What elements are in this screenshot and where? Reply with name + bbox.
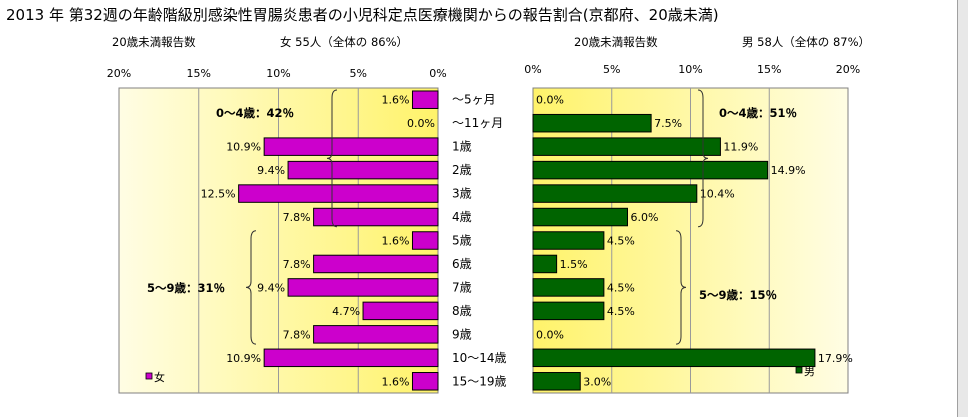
male-data-label: 6.0% <box>631 211 659 224</box>
female-bar <box>263 137 439 156</box>
male-bar <box>532 278 605 297</box>
male-x-tick: 20% <box>836 63 860 76</box>
male-bar <box>532 254 558 274</box>
category-label: 10～14歳 <box>452 351 507 365</box>
male-x-tick: 5% <box>603 63 620 76</box>
female-bar <box>411 90 439 109</box>
male-group-0-4-label: 0～4歳：51％ <box>719 106 797 120</box>
female-bar <box>263 348 439 368</box>
female-data-label: 12.5% <box>201 188 236 201</box>
female-x-tick: 0% <box>429 67 446 80</box>
male-data-label: 4.5% <box>607 235 635 248</box>
female-x-tick: 20% <box>107 67 131 80</box>
category-label: 9歳 <box>452 327 472 341</box>
male-bar <box>532 301 605 321</box>
category-label: 15～19歳 <box>452 374 507 388</box>
female-bar <box>411 231 439 250</box>
female-data-label: 4.7% <box>332 305 360 318</box>
female-data-label: 1.6% <box>382 375 410 388</box>
female-bar <box>313 207 439 227</box>
female-x-tick: 10% <box>266 67 290 80</box>
chart-title: 2013 年 第32週の年齢階級別感染性胃腸炎患者の小児科定点医療機関からの報告… <box>6 6 719 24</box>
male-bar <box>532 207 628 227</box>
male-subtitle-count: 男 58人（全体の 87%） <box>742 35 871 49</box>
female-subtitle-count: 女 55人（全体の 86%） <box>280 35 409 49</box>
female-bar <box>313 325 439 344</box>
male-data-label: 11.9% <box>723 141 758 154</box>
male-bar <box>532 113 652 133</box>
male-legend-label: 男 <box>804 365 815 378</box>
female-group-0-4-label: 0～4歳：42％ <box>216 106 294 120</box>
female-data-label: 7.8% <box>283 211 311 224</box>
window-edge <box>957 0 968 417</box>
female-group-5-9-label: 5～9歳：31％ <box>147 281 225 295</box>
female-bar <box>313 254 439 274</box>
male-subtitle-label: 20歳未満報告数 <box>574 35 658 49</box>
category-label: 5歳 <box>452 234 472 248</box>
male-bar <box>532 348 816 368</box>
female-legend-swatch <box>145 372 153 380</box>
male-legend-swatch <box>795 366 803 374</box>
category-label: 1歳 <box>452 140 472 154</box>
male-data-label: 14.9% <box>771 164 806 177</box>
category-label: 3歳 <box>452 187 472 201</box>
female-data-label: 1.6% <box>382 94 410 107</box>
male-brace-0-4 <box>697 89 709 228</box>
female-legend-label: 女 <box>154 370 165 384</box>
male-group-5-9-label: 5～9歳：15％ <box>699 288 777 302</box>
female-data-label: 0.0% <box>407 117 435 130</box>
male-data-label: 7.5% <box>654 117 682 130</box>
female-data-label: 7.8% <box>283 328 311 341</box>
group-annotations: 0～4歳：42％ 5～9歳：31％ 0～4歳：51％ 5～9歳：15％ <box>147 89 797 345</box>
female-subtitle-label: 20歳未満報告数 <box>112 35 196 49</box>
female-x-tick: 15% <box>187 67 211 80</box>
female-data-label: 10.9% <box>226 352 261 365</box>
category-labels: ～5ヶ月 ～11ヶ月 1歳 2歳 3歳 4歳 5歳 6歳 7歳 8歳 9歳 10～14歳 15～19歳 <box>452 93 507 389</box>
female-data-label: 9.4% <box>257 164 285 177</box>
male-data-label: 17.9% <box>818 352 853 365</box>
female-data-label: 7.8% <box>283 258 311 271</box>
male-x-tick: 15% <box>757 63 781 76</box>
category-label: ～5ヶ月 <box>452 93 496 107</box>
female-bar <box>362 301 439 321</box>
male-data-label: 1.5% <box>560 258 588 271</box>
male-bar <box>532 372 581 391</box>
male-data-label: 10.4% <box>700 188 735 201</box>
male-bar <box>532 184 698 203</box>
female-panel: 0% 5% 10% 15% 20% 1.6% 0.0% 10.9% 9.4% 12.5% 7.8% 1… <box>107 67 447 394</box>
male-brace-5-9 <box>675 230 687 345</box>
male-data-label: 4.5% <box>607 281 635 294</box>
male-panel: 0% 5% 10% 15% 20% 0.0% 7.5% 11.9% 14.9% 10.4% 6.0%… <box>524 63 860 394</box>
female-bar <box>287 278 439 297</box>
female-bar <box>411 372 439 391</box>
female-bar <box>238 184 439 203</box>
male-data-label: 0.0% <box>536 328 564 341</box>
male-data-label: 0.0% <box>536 94 564 107</box>
category-label: 6歳 <box>452 257 472 271</box>
male-bar <box>532 160 769 180</box>
female-brace-0-4 <box>326 89 338 228</box>
male-bar <box>532 231 605 250</box>
male-data-label: 4.5% <box>607 305 635 318</box>
category-label: 7歳 <box>452 280 472 294</box>
category-label: 2歳 <box>452 163 472 177</box>
female-data-label: 1.6% <box>382 235 410 248</box>
category-label: ～11ヶ月 <box>452 116 503 130</box>
female-data-label: 10.9% <box>226 141 261 154</box>
female-brace-5-9 <box>245 230 257 345</box>
category-label: 4歳 <box>452 210 472 224</box>
female-data-label: 9.4% <box>257 281 285 294</box>
male-data-label: 3.0% <box>583 375 611 388</box>
category-label: 8歳 <box>452 304 472 318</box>
male-x-tick: 0% <box>524 63 541 76</box>
female-x-tick: 5% <box>350 67 367 80</box>
male-bar <box>532 137 721 156</box>
female-bar <box>287 160 439 180</box>
male-x-tick: 10% <box>678 63 702 76</box>
